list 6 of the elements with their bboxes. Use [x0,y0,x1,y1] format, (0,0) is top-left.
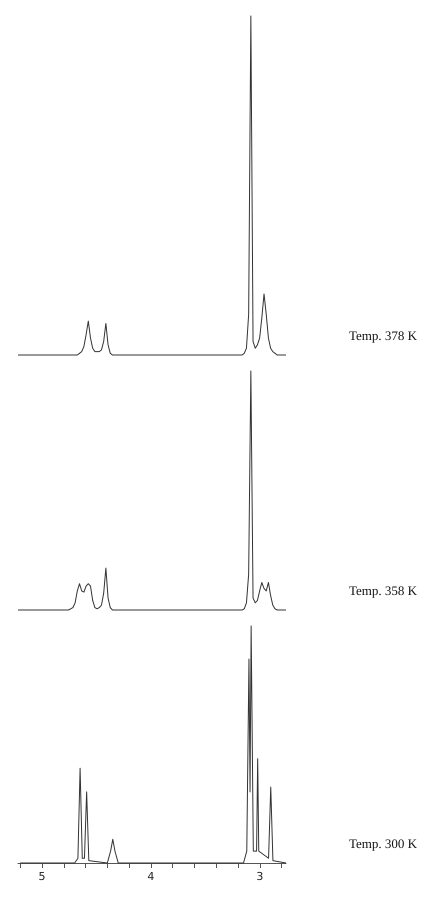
x-tick-label: 3 [256,870,264,883]
x-tick-label: 4 [147,870,154,883]
text: Temp. 378 K [348,328,418,343]
text: Temp. 358 K [348,583,418,598]
x-tick-label: 5 [38,870,46,883]
text: Temp. 300 K [348,836,418,851]
